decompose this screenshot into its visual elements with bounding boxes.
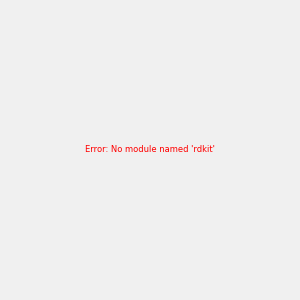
Text: Error: No module named 'rdkit': Error: No module named 'rdkit' — [85, 146, 215, 154]
